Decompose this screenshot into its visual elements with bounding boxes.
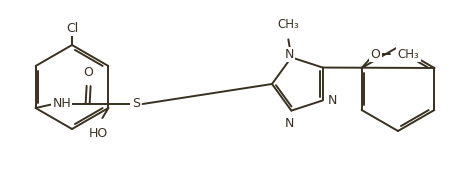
Text: Cl: Cl xyxy=(66,22,78,35)
Text: N: N xyxy=(327,94,336,107)
Text: N: N xyxy=(284,117,294,130)
Text: HO: HO xyxy=(88,127,108,140)
Text: S: S xyxy=(131,98,139,111)
Text: O: O xyxy=(370,47,380,61)
Text: NH: NH xyxy=(52,98,71,111)
Text: CH₃: CH₃ xyxy=(277,18,299,31)
Text: N: N xyxy=(284,48,294,61)
Text: O: O xyxy=(83,66,94,79)
Text: CH₃: CH₃ xyxy=(397,47,419,61)
